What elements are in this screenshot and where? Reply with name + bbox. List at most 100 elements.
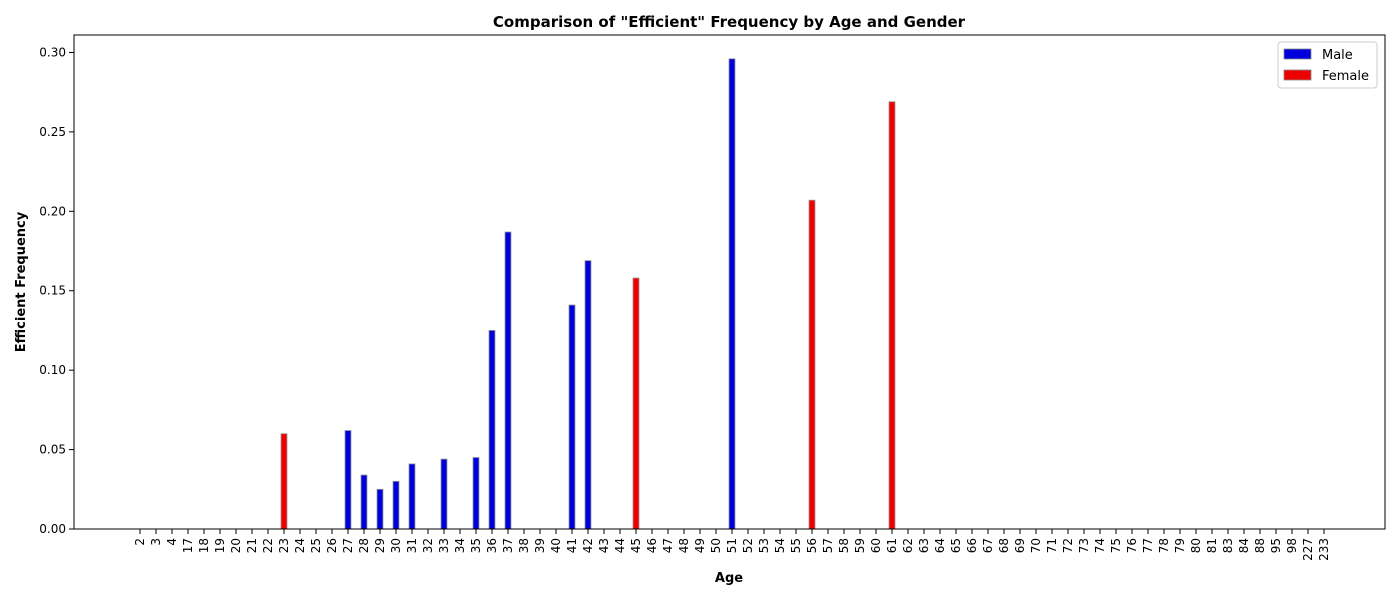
- x-tick-label: 66: [965, 538, 979, 553]
- x-tick-label: 64: [933, 538, 947, 553]
- x-tick-label: 30: [389, 538, 403, 553]
- x-tick-label: 233: [1317, 538, 1331, 561]
- x-tick-label: 28: [357, 538, 371, 553]
- x-tick-label: 55: [789, 538, 803, 553]
- x-tick-label: 41: [565, 538, 579, 553]
- bar-male-age-31: [408, 463, 416, 530]
- y-tick-label: 0.10: [39, 363, 66, 377]
- x-tick-label: 45: [629, 538, 643, 553]
- x-tick-label: 48: [677, 538, 691, 553]
- x-tick-label: 73: [1077, 538, 1091, 553]
- legend-swatch-female: [1283, 69, 1312, 81]
- x-tick-label: 23: [277, 538, 291, 553]
- x-tick-label: 20: [229, 538, 243, 553]
- x-tick-label: 67: [981, 538, 995, 553]
- x-tick-label: 69: [1013, 538, 1027, 553]
- bar-male-age-41: [568, 304, 576, 530]
- x-tick-label: 63: [917, 538, 931, 553]
- x-tick-label: 72: [1061, 538, 1075, 553]
- bar-female-age-61: [888, 101, 896, 530]
- x-tick-label: 33: [437, 538, 451, 553]
- x-tick-label: 21: [245, 538, 259, 553]
- x-tick-label: 60: [869, 538, 883, 553]
- x-tick-label: 65: [949, 538, 963, 553]
- x-tick-label: 44: [613, 538, 627, 553]
- x-tick-label: 39: [533, 538, 547, 553]
- x-tick-label: 36: [485, 538, 499, 553]
- bar-male-age-35: [472, 457, 480, 530]
- bar-male-age-36: [488, 329, 496, 530]
- x-tick-label: 18: [197, 538, 211, 553]
- x-tick-label: 3: [149, 538, 163, 546]
- bar-male-age-37: [504, 231, 512, 530]
- x-tick-label: 71: [1045, 538, 1059, 553]
- x-tick-label: 70: [1029, 538, 1043, 553]
- bar-male-age-28: [360, 474, 368, 530]
- x-tick-label: 17: [181, 538, 195, 553]
- x-tick-label: 95: [1269, 538, 1283, 553]
- x-tick-label: 84: [1237, 538, 1251, 553]
- x-tick-label: 56: [805, 538, 819, 553]
- bar-female-age-23: [280, 433, 288, 530]
- bar-male-age-33: [440, 458, 448, 530]
- x-tick-label: 38: [517, 538, 531, 553]
- x-tick-label: 46: [645, 538, 659, 553]
- x-tick-label: 51: [725, 538, 739, 553]
- x-tick-label: 227: [1301, 538, 1315, 561]
- x-tick-label: 37: [501, 538, 515, 553]
- x-tick-label: 42: [581, 538, 595, 553]
- x-tick-label: 61: [885, 538, 899, 553]
- chart-title: Comparison of "Efficient" Frequency by A…: [493, 13, 966, 31]
- x-tick-label: 4: [165, 538, 179, 546]
- legend-label-female: Female: [1322, 69, 1369, 84]
- y-tick-label: 0.05: [39, 443, 66, 457]
- x-tick-label: 57: [821, 538, 835, 553]
- legend-label-male: Male: [1322, 48, 1353, 63]
- y-tick-label: 0.00: [39, 522, 66, 536]
- x-tick-label: 68: [997, 538, 1011, 553]
- x-tick-label: 50: [709, 538, 723, 553]
- x-tick-label: 58: [837, 538, 851, 553]
- legend-swatch-male: [1283, 48, 1312, 60]
- y-tick-label: 0.20: [39, 204, 66, 218]
- x-tick-label: 34: [453, 538, 467, 553]
- x-tick-label: 31: [405, 538, 419, 553]
- x-tick-label: 81: [1205, 538, 1219, 553]
- x-tick-label: 88: [1253, 538, 1267, 553]
- y-tick-label: 0.30: [39, 45, 66, 59]
- x-tick-label: 26: [325, 538, 339, 553]
- x-tick-label: 74: [1093, 538, 1107, 553]
- x-tick-label: 2: [133, 538, 147, 546]
- y-axis-ticks: 0.00 0.05 0.10 0.15 0.20 0.25 0.30: [39, 45, 74, 536]
- x-tick-label: 62: [901, 538, 915, 553]
- x-tick-label: 83: [1221, 538, 1235, 553]
- x-tick-label: 53: [757, 538, 771, 553]
- x-tick-label: 24: [293, 538, 307, 553]
- bar-male-age-42: [584, 260, 592, 530]
- x-tick-label: 47: [661, 538, 675, 553]
- bar-female-age-56: [808, 199, 816, 530]
- x-tick-label: 80: [1189, 538, 1203, 553]
- x-tick-label: 77: [1141, 538, 1155, 553]
- x-tick-label: 78: [1157, 538, 1171, 553]
- x-tick-label: 52: [741, 538, 755, 553]
- bar-male-age-51: [728, 58, 736, 530]
- y-tick-label: 0.15: [39, 284, 66, 298]
- x-tick-label: 40: [549, 538, 563, 553]
- x-axis-label: Age: [715, 571, 743, 586]
- x-tick-label: 76: [1125, 538, 1139, 553]
- x-tick-label: 32: [421, 538, 435, 553]
- bar-male-age-27: [344, 430, 352, 530]
- x-tick-label: 25: [309, 538, 323, 553]
- x-tick-label: 29: [373, 538, 387, 553]
- x-tick-label: 22: [261, 538, 275, 553]
- bar-female-age-45: [632, 277, 640, 530]
- x-tick-label: 35: [469, 538, 483, 553]
- plot-frame: [73, 34, 1386, 530]
- x-tick-label: 19: [213, 538, 227, 553]
- x-tick-label: 43: [597, 538, 611, 553]
- bar-male-age-29: [376, 488, 384, 530]
- x-tick-label: 27: [341, 538, 355, 553]
